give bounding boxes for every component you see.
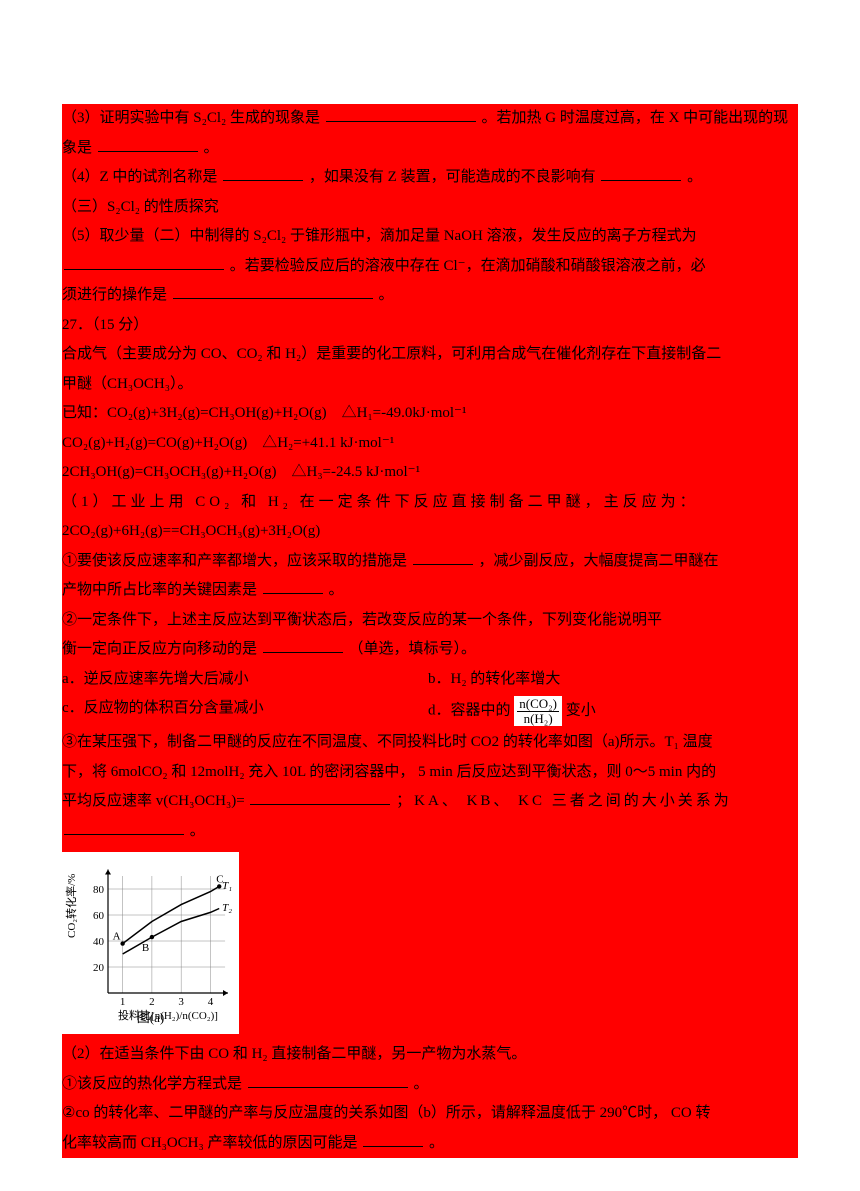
p1q1-a: ①要使该反应速率和产率都增大，应该采取的措施是 — [62, 553, 407, 569]
chart-a: 123420406080T₁T₂ABCCO₂转化率/%投料比[n(H₂)/n(C… — [62, 852, 239, 1034]
p1q1-blank2[interactable] — [263, 593, 323, 594]
frac-num: n(CO₂) — [517, 697, 559, 712]
q5-text-b: 。若要检验反应后的溶液中存在 Cl⁻，在滴加硝酸和硝酸银溶液之前，必 — [230, 258, 706, 274]
svg-text:80: 80 — [93, 884, 105, 896]
q4-line: （4）Z 中的试剂名称是 ，如果没有 Z 装置，可能造成的不良影响有 。 — [62, 163, 798, 193]
svg-text:T₂: T₂ — [222, 902, 232, 914]
q27-header: 27．（15 分） — [62, 311, 798, 341]
q3-text-b: 。若加热 G 时温度过高，在 X 中可能出现的现 — [481, 110, 788, 126]
q5-blank2[interactable] — [173, 298, 373, 299]
page: （3）证明实验中有 S₂Cl₂ 生成的现象是 。若加热 G 时温度过高，在 X … — [0, 0, 860, 1191]
p1q1-c: 产物中所占比率的关键因素是 — [62, 582, 257, 598]
fraction-icon: n(CO₂) n(H₂) — [514, 696, 562, 726]
options-row2: c．反应物的体积百分含量减小 d．容器中的 n(CO₂) n(H₂) 变小 — [62, 694, 798, 728]
p2-a: （2）在适当条件下由 CO 和 H₂ 直接制备二甲醚，另一产物为水蒸气。 — [62, 1040, 798, 1070]
options-row1: a．逆反应速率先增大后减小 b．H₂ 的转化率增大 — [62, 665, 798, 695]
chart-caption: 图(a) — [63, 1007, 238, 1029]
eq3: 2CH₃OH(g)=CH₃OCH₃(g)+H₂O(g) △H₃=-24.5 kJ… — [62, 458, 798, 488]
p2q1-b: 。 — [414, 1076, 429, 1092]
q3-text-a: （3）证明实验中有 S₂Cl₂ 生成的现象是 — [62, 110, 320, 126]
p1q3-e: 。 — [190, 823, 205, 839]
q5-line2: 。若要检验反应后的溶液中存在 Cl⁻，在滴加硝酸和硝酸银溶液之前，必 — [62, 252, 798, 282]
p1q3-a: ③在某压强下，制备二甲醚的反应在不同温度、不同投料比时 CO2 的转化率如图（a… — [62, 728, 798, 758]
known-label: 已知： — [62, 405, 107, 421]
opt-d-post: 变小 — [566, 703, 596, 719]
p1q3-blank1[interactable] — [250, 804, 390, 805]
p2q1-a: ①该反应的热化学方程式是 — [62, 1076, 242, 1092]
svg-text:B: B — [142, 942, 149, 954]
q27-p1-q1-line2: 产物中所占比率的关键因素是 。 — [62, 576, 798, 606]
q27-intro-b: 甲醚（CH₃OCH₃）。 — [62, 370, 798, 400]
p2q2-blank[interactable] — [363, 1146, 423, 1147]
document-body: （3）证明实验中有 S₂Cl₂ 生成的现象是 。若加热 G 时温度过高，在 X … — [62, 104, 798, 1158]
q4-blank2[interactable] — [601, 180, 681, 181]
p2q1-blank[interactable] — [248, 1087, 408, 1088]
q3-text-d: 。 — [204, 140, 219, 156]
p1q1-d: 。 — [329, 582, 344, 598]
p1q3-c: 平均反应速率 v(CH₃OCH₃)= — [62, 793, 245, 809]
svg-text:A: A — [113, 931, 121, 943]
q27-p1-a: （1）工业上用 CO₂ 和 H₂ 在一定条件下反应直接制备二甲醚，主反应为： — [62, 488, 798, 518]
q27-p1-q1-line1: ①要使该反应速率和产率都增大，应该采取的措施是 ，减少副反应，大幅度提高二甲醚在 — [62, 547, 798, 577]
p1q3-line3: 平均反应速率 v(CH₃OCH₃)= ；KA、 KB、 KC 三者之间的大小关系… — [62, 787, 798, 817]
q3-blank2[interactable] — [98, 151, 198, 152]
q5-line3: 须进行的操作是 。 — [62, 281, 798, 311]
opt-d-pre: d．容器中的 — [428, 703, 511, 719]
p2q2-c: 。 — [429, 1135, 444, 1151]
opt-d: d．容器中的 n(CO₂) n(H₂) 变小 — [428, 696, 794, 726]
p1q3-d: ；KA、 KB、 KC 三者之间的大小关系为 — [396, 793, 732, 809]
p1q2-b: 衡一定向正反应方向移动的是 — [62, 641, 257, 657]
q5-text-d: 。 — [379, 287, 394, 303]
q3-text-c: 象是 — [62, 140, 92, 156]
q5-blank1[interactable] — [64, 269, 224, 270]
eq2: CO₂(g)+H₂(g)=CO(g)+H₂O(g) △H₂=+41.1 kJ·m… — [62, 429, 798, 459]
q4-blank1[interactable] — [223, 180, 303, 181]
eq1: CO₂(g)+3H₂(g)=CH₃OH(g)+H₂O(g) △H₁=-49.0k… — [107, 405, 466, 421]
q27-intro-a: 合成气（主要成分为 CO、CO₂ 和 H₂）是重要的化工原料，可利用合成气在催化… — [62, 340, 798, 370]
q4-text-c: 。 — [687, 169, 702, 185]
p2q2-line2: 化率较高而 CH₃OCH₃ 产率较低的原因可能是 。 — [62, 1129, 798, 1159]
p2q1-line: ①该反应的热化学方程式是 。 — [62, 1070, 798, 1100]
q3-line1: （3）证明实验中有 S₂Cl₂ 生成的现象是 。若加热 G 时温度过高，在 X … — [62, 104, 798, 134]
p2q2-a: ②co 的转化率、二甲醚的产率与反应温度的关系如图（b）所示，请解释温度低于 2… — [62, 1099, 798, 1129]
q4-text-b: ，如果没有 Z 装置，可能造成的不良影响有 — [309, 169, 596, 185]
q27-known: 已知：CO₂(g)+3H₂(g)=CH₃OH(g)+H₂O(g) △H₁=-49… — [62, 399, 798, 429]
section3-title: （三）S₂Cl₂ 的性质探究 — [62, 193, 798, 223]
svg-text:C: C — [216, 874, 223, 886]
p1q1-blank1[interactable] — [413, 564, 473, 565]
opt-a: a．逆反应速率先增大后减小 — [62, 667, 428, 693]
q5-text-c: 须进行的操作是 — [62, 287, 167, 303]
opt-b: b．H₂ 的转化率增大 — [428, 667, 794, 693]
p1q3-b: 下，将 6molCO₂ 和 12molH₂ 充入 10L 的密闭容器中， 5 m… — [62, 758, 798, 788]
p2q2-b: 化率较高而 CH₃OCH₃ 产率较低的原因可能是 — [62, 1135, 357, 1151]
svg-text:CO₂转化率/%: CO₂转化率/% — [64, 874, 78, 938]
p1q1-b: ，减少副反应，大幅度提高二甲醚在 — [479, 553, 719, 569]
p1q2-c: （单选，填标号）。 — [349, 641, 477, 657]
frac-den: n(H₂) — [517, 712, 559, 726]
q4-text-a: （4）Z 中的试剂名称是 — [62, 169, 217, 185]
q5-line1: （5）取少量（二）中制得的 S₂Cl₂ 于锥形瓶中，滴加足量 NaOH 溶液，发… — [62, 222, 798, 252]
p1q2-blank[interactable] — [263, 652, 343, 653]
svg-text:T₁: T₁ — [222, 880, 232, 892]
p1q3-blank2[interactable] — [64, 834, 184, 835]
q3-blank1[interactable] — [326, 121, 476, 122]
q27-p1-q2-b-line: 衡一定向正反应方向移动的是 （单选，填标号）。 — [62, 635, 798, 665]
svg-text:20: 20 — [93, 962, 105, 974]
q3-line2: 象是 。 — [62, 134, 798, 164]
q27-p1-q2-a: ②一定条件下，上述主反应达到平衡状态后，若改变反应的某一个条件，下列变化能说明平 — [62, 606, 798, 636]
q27-p1-eq: 2CO₂(g)+6H₂(g)==CH₃OCH₃(g)+3H₂O(g) — [62, 517, 798, 547]
p1q3-line4: 。 — [62, 817, 798, 847]
opt-c: c．反应物的体积百分含量减小 — [62, 696, 428, 726]
svg-text:40: 40 — [93, 936, 105, 948]
svg-text:60: 60 — [93, 910, 105, 922]
